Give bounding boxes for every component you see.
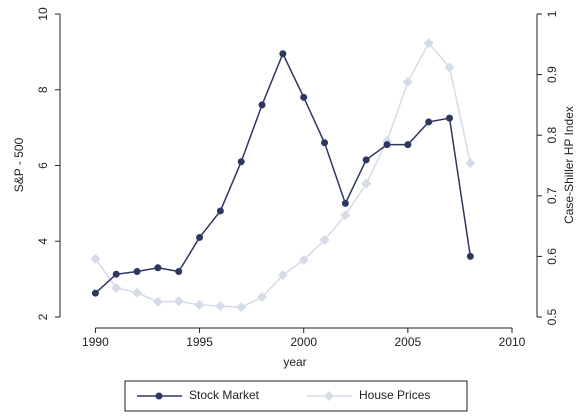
point bbox=[215, 301, 226, 312]
point bbox=[362, 156, 370, 164]
point bbox=[279, 50, 287, 58]
point bbox=[257, 292, 268, 303]
x-tick-label: 2010 bbox=[499, 335, 526, 349]
point bbox=[258, 101, 266, 109]
point bbox=[133, 268, 141, 276]
point bbox=[300, 93, 308, 101]
point bbox=[152, 296, 163, 307]
point bbox=[383, 141, 391, 149]
point bbox=[425, 118, 433, 126]
x-tick-label: 1990 bbox=[82, 335, 109, 349]
point bbox=[196, 233, 204, 241]
legend-marker bbox=[324, 391, 334, 401]
x-tick-label: 1995 bbox=[186, 335, 213, 349]
point bbox=[446, 114, 454, 122]
y-tick-label: 8 bbox=[36, 86, 50, 93]
point bbox=[465, 158, 476, 169]
point bbox=[175, 268, 183, 276]
point bbox=[90, 253, 101, 264]
x-tick-label: 2005 bbox=[395, 335, 422, 349]
point bbox=[404, 141, 412, 149]
y2-tick-label: 0.6 bbox=[545, 248, 559, 265]
legend-marker bbox=[155, 392, 163, 400]
y2-tick-label: 0.8 bbox=[545, 127, 559, 144]
point bbox=[298, 255, 309, 266]
point bbox=[340, 210, 351, 221]
point bbox=[319, 235, 330, 246]
point bbox=[237, 158, 245, 166]
point bbox=[423, 38, 434, 49]
x-axis-title: year bbox=[283, 355, 306, 369]
y-tick-label: 2 bbox=[36, 313, 50, 320]
x-tick-label: 2000 bbox=[290, 335, 317, 349]
y2-axis-title: Case-Shiller HP Index bbox=[562, 106, 576, 224]
y-tick-label: 6 bbox=[36, 162, 50, 169]
point bbox=[154, 264, 162, 272]
point bbox=[277, 270, 288, 281]
point bbox=[216, 207, 224, 215]
point bbox=[132, 287, 143, 298]
point bbox=[91, 289, 99, 297]
y-tick-label: 4 bbox=[36, 238, 50, 245]
y2-tick-label: 1 bbox=[545, 10, 559, 17]
point bbox=[361, 178, 372, 189]
y-axis-title: S&P - 500 bbox=[12, 137, 26, 192]
point bbox=[111, 282, 122, 293]
y2-tick-label: 0.5 bbox=[545, 308, 559, 325]
point bbox=[194, 299, 205, 310]
point bbox=[341, 199, 349, 207]
point bbox=[236, 302, 247, 313]
point bbox=[402, 76, 413, 87]
point bbox=[321, 139, 329, 147]
point bbox=[444, 62, 455, 73]
legend-label: House Prices bbox=[359, 388, 430, 402]
y2-tick-label: 0.9 bbox=[545, 66, 559, 83]
point bbox=[173, 296, 184, 307]
legend-label: Stock Market bbox=[189, 388, 260, 402]
y-tick-label: 10 bbox=[36, 7, 50, 21]
point bbox=[466, 252, 474, 260]
y2-tick-label: 0.7 bbox=[545, 187, 559, 204]
point bbox=[112, 270, 120, 278]
